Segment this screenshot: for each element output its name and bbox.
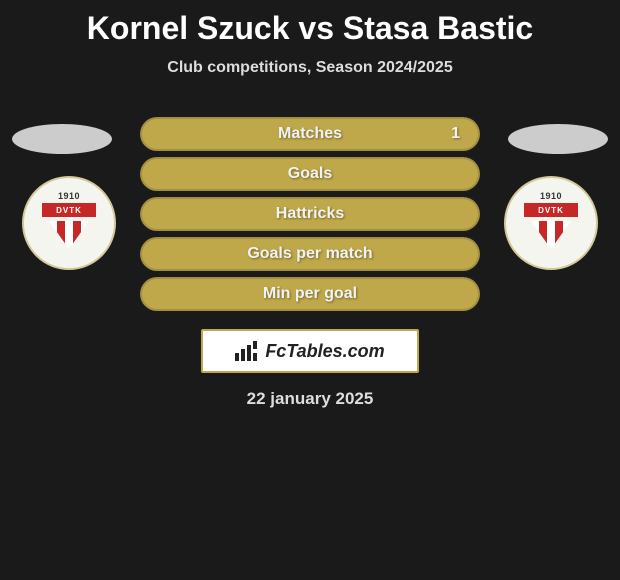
club-name-banner: DVTK [42,203,96,217]
stat-bar-goals: Goals [140,157,480,191]
player-left-portrait-placeholder [12,124,112,154]
player-right-club-badge: 1910 DVTK [504,176,598,270]
page-title: Kornel Szuck vs Stasa Bastic [0,10,620,47]
player-right-portrait-placeholder [508,124,608,154]
club-year: 1910 [540,191,562,201]
stat-bar-matches: Matches 1 [140,117,480,151]
club-badge-inner: 1910 DVTK [41,191,97,255]
stat-label: Hattricks [276,205,344,223]
stat-label: Min per goal [263,285,357,303]
brand-text: FcTables.com [265,341,384,362]
brand-box[interactable]: FcTables.com [201,329,419,373]
stat-bar-goals-per-match: Goals per match [140,237,480,271]
bar-chart-icon [235,341,259,361]
club-name-banner: DVTK [524,203,578,217]
stat-bar-min-per-goal: Min per goal [140,277,480,311]
subtitle: Club competitions, Season 2024/2025 [0,59,620,77]
stat-value: 1 [451,125,460,143]
stat-label: Matches [278,125,342,143]
player-left-club-badge: 1910 DVTK [22,176,116,270]
club-stripes-icon [49,221,89,249]
stat-label: Goals per match [247,245,372,263]
club-stripes-icon [531,221,571,249]
comparison-container: Kornel Szuck vs Stasa Bastic Club compet… [0,0,620,580]
club-badge-inner: 1910 DVTK [523,191,579,255]
stat-label: Goals [288,165,332,183]
footer-date: 22 january 2025 [0,389,620,409]
club-year: 1910 [58,191,80,201]
stat-bar-hattricks: Hattricks [140,197,480,231]
